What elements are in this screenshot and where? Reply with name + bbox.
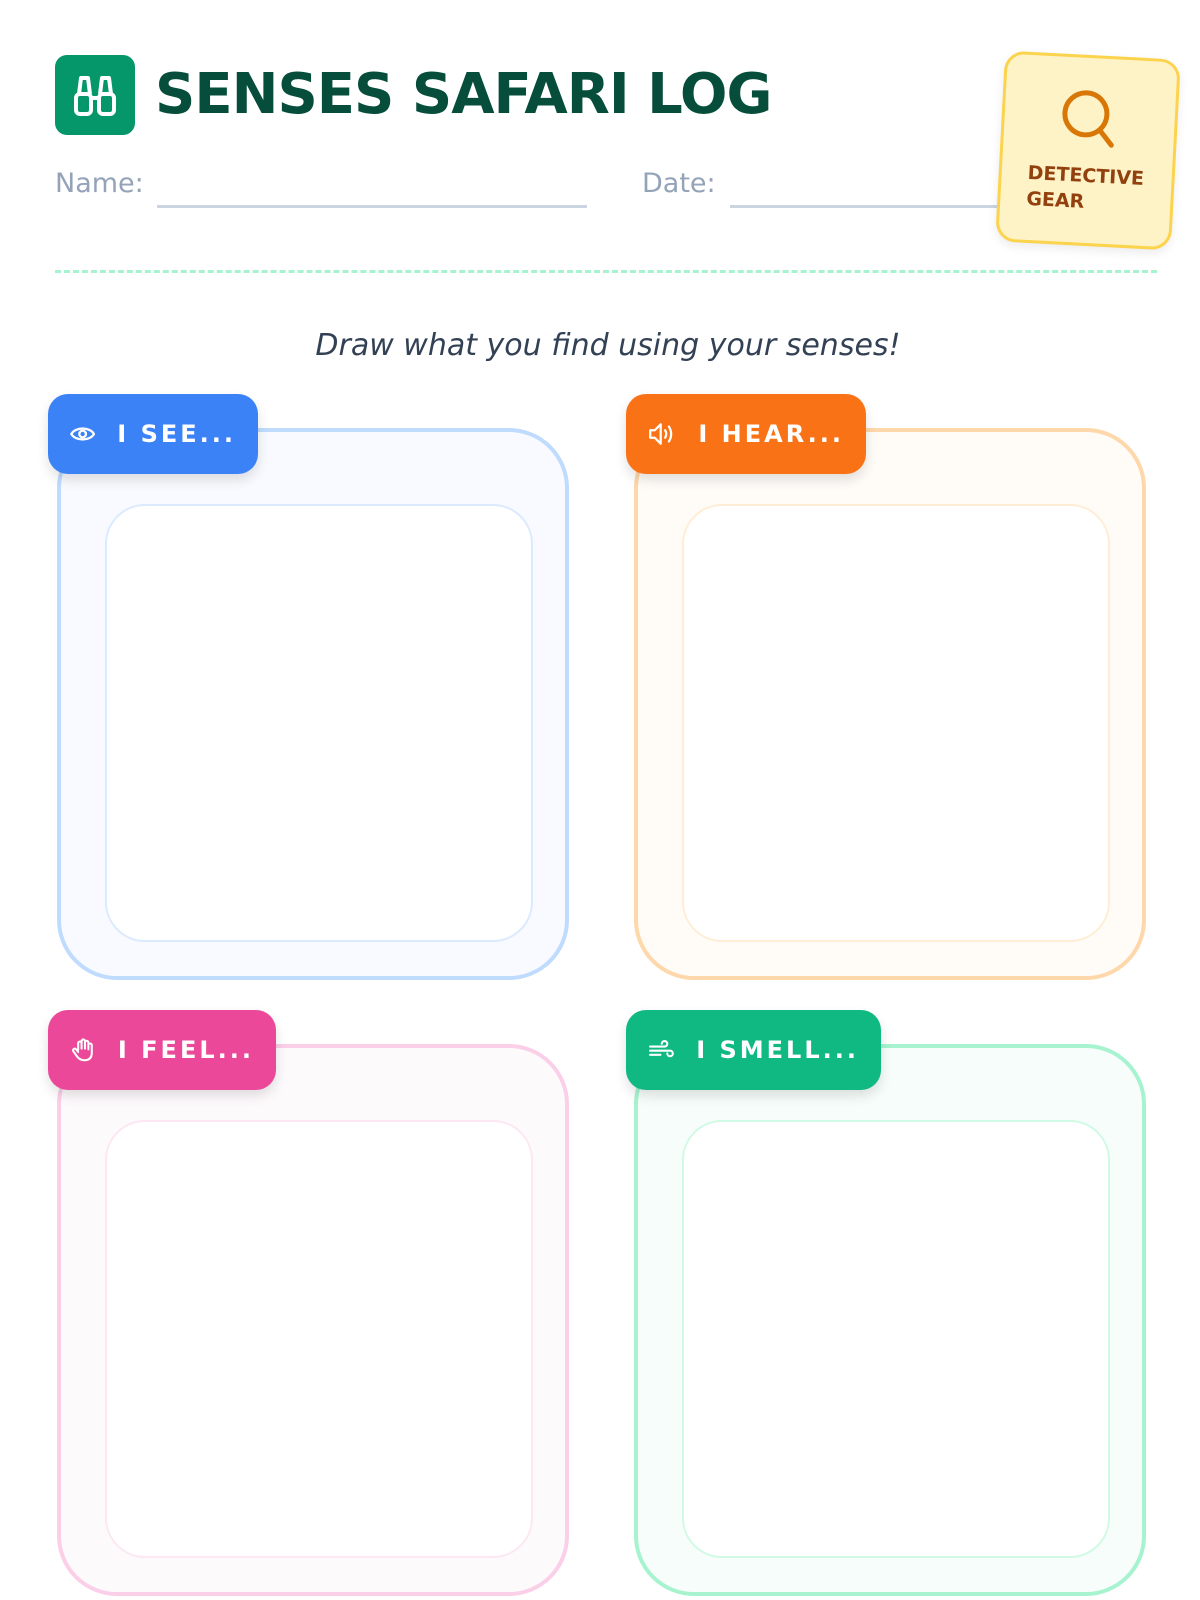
smell-tab: I SMELL... [626,1010,881,1090]
instructions: Draw what you find using your senses! [315,328,901,363]
date-field[interactable] [730,205,1010,208]
date-label: Date: [642,168,716,199]
see-tab: I SEE... [48,394,258,474]
hear-panel [634,428,1146,980]
feel-panel [57,1044,569,1596]
hear-tab: I HEAR... [626,394,866,474]
smell-label: I SMELL... [696,1036,859,1064]
logo [55,55,135,135]
hear-label: I HEAR... [698,420,844,448]
smell-panel [634,1044,1146,1596]
divider [55,270,1157,273]
magnifying-glass-icon [1062,90,1114,148]
feel-tab: I FEEL... [48,1010,276,1090]
see-panel [57,428,569,980]
smell-drawing-area[interactable] [682,1120,1110,1558]
feel-drawing-area[interactable] [105,1120,533,1558]
name-label: Name: [55,168,144,199]
page-title: SENSES SAFARI LOG [155,62,772,127]
detective-gear-badge: DETECTIVE GEAR [995,50,1181,251]
wind-icon [649,1040,674,1058]
speaker-icon [649,423,673,445]
binoculars-icon [74,76,116,116]
eye-icon [70,427,96,441]
name-field[interactable] [157,205,587,208]
hear-drawing-area[interactable] [682,504,1110,942]
feel-label: I FEEL... [117,1036,254,1064]
see-drawing-area[interactable] [105,504,533,942]
see-label: I SEE... [117,420,236,448]
hand-icon [72,1038,93,1062]
